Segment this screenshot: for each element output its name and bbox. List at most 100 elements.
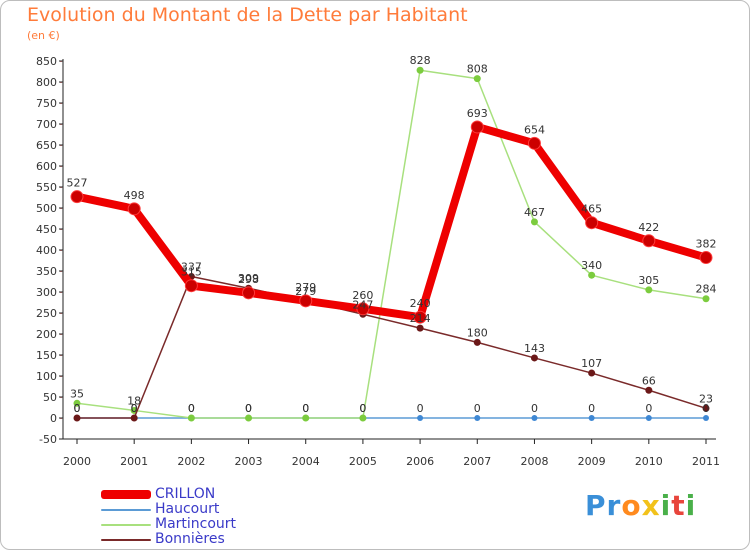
data-label: 284 xyxy=(696,283,717,296)
data-point xyxy=(530,218,538,226)
data-label: 0 xyxy=(131,402,138,415)
y-tick-label: 0 xyxy=(50,412,57,425)
data-label: 465 xyxy=(581,203,602,216)
data-label: 337 xyxy=(181,260,202,273)
legend-label: Martincourt xyxy=(155,516,237,532)
data-label: 467 xyxy=(524,206,545,219)
data-label: 0 xyxy=(245,402,252,415)
legend-swatch xyxy=(101,490,151,499)
data-point xyxy=(702,404,710,412)
data-label: 66 xyxy=(642,374,656,387)
y-tick-label: 250 xyxy=(36,307,57,320)
legend-label: Haucourt xyxy=(155,501,220,517)
y-tick-label: 100 xyxy=(36,370,57,383)
x-tick-label: 2009 xyxy=(578,455,606,468)
y-tick-label: 200 xyxy=(36,328,57,341)
y-tick-label: 300 xyxy=(36,286,57,299)
data-point xyxy=(702,295,710,303)
data-label: 309 xyxy=(238,272,259,285)
x-tick-label: 2005 xyxy=(349,455,377,468)
y-tick-label: 500 xyxy=(36,202,57,215)
data-label: 0 xyxy=(188,402,195,415)
data-point xyxy=(73,414,81,422)
data-point xyxy=(417,415,424,421)
data-point xyxy=(184,279,198,293)
y-tick-label: 800 xyxy=(36,76,57,89)
data-label: 0 xyxy=(474,402,481,415)
data-label: 382 xyxy=(696,238,717,251)
y-tick-label: 850 xyxy=(36,55,57,68)
data-label: 143 xyxy=(524,342,545,355)
data-label: 298 xyxy=(238,273,259,286)
data-label: 0 xyxy=(531,402,538,415)
data-point xyxy=(416,66,424,74)
y-tick-label: 450 xyxy=(36,223,57,236)
data-label: 0 xyxy=(359,402,366,415)
x-tick-label: 2010 xyxy=(635,455,663,468)
data-point xyxy=(585,216,599,230)
x-tick-label: 2004 xyxy=(292,455,320,468)
data-label: 214 xyxy=(410,312,431,325)
x-tick-label: 2002 xyxy=(177,455,205,468)
series-line-martincourt xyxy=(76,69,707,419)
data-label: 0 xyxy=(302,402,309,415)
data-label: 0 xyxy=(359,402,366,415)
data-label: 0 xyxy=(188,402,195,415)
legend-swatch xyxy=(101,523,151,526)
data-label: 0 xyxy=(131,402,138,415)
data-point xyxy=(588,271,596,279)
data-point xyxy=(413,310,427,324)
data-label: 0 xyxy=(703,402,710,415)
data-point xyxy=(416,324,424,332)
data-point xyxy=(127,202,141,216)
data-point xyxy=(473,75,481,83)
series-line-bonnières xyxy=(76,275,707,419)
x-tick-label: 2001 xyxy=(120,455,148,468)
data-label: 247 xyxy=(352,298,373,311)
data-point xyxy=(645,415,652,421)
y-tick-label: 600 xyxy=(36,160,57,173)
proxiti-logo: Proxiti xyxy=(585,489,697,522)
y-tick-label: 650 xyxy=(36,139,57,152)
data-point xyxy=(645,386,653,394)
data-label: 107 xyxy=(581,357,602,370)
data-point xyxy=(70,190,84,204)
y-tick-label: 550 xyxy=(36,181,57,194)
y-tick-label: 700 xyxy=(36,118,57,131)
legend: CRILLON Haucourt Martincourt Bonnières xyxy=(101,487,236,547)
data-point xyxy=(642,234,656,248)
x-tick-label: 2011 xyxy=(692,455,720,468)
data-point xyxy=(474,415,481,421)
data-point xyxy=(73,399,81,407)
data-label: 279 xyxy=(295,285,316,298)
data-point xyxy=(470,120,484,134)
data-label: 340 xyxy=(581,259,602,272)
data-label: 422 xyxy=(638,221,659,234)
data-label: 260 xyxy=(352,289,373,302)
data-label: 828 xyxy=(410,54,431,67)
legend-item-haucourt: Haucourt xyxy=(101,502,236,517)
y-tick-label: 400 xyxy=(36,244,57,257)
data-point xyxy=(299,294,313,308)
data-label: 654 xyxy=(524,123,545,136)
data-label: 527 xyxy=(67,177,88,190)
data-label: 279 xyxy=(295,281,316,294)
data-point xyxy=(130,414,138,422)
data-point xyxy=(699,251,713,265)
data-point xyxy=(588,415,595,421)
data-label: 305 xyxy=(638,274,659,287)
data-point xyxy=(473,338,481,346)
data-point xyxy=(242,286,256,300)
legend-item-martincourt: Martincourt xyxy=(101,517,236,532)
data-label: 240 xyxy=(410,297,431,310)
data-label: 808 xyxy=(467,63,488,76)
data-label: 693 xyxy=(467,107,488,120)
legend-item-crillon: CRILLON xyxy=(101,487,236,502)
data-label: 18 xyxy=(127,394,141,407)
data-label: 315 xyxy=(181,266,202,279)
legend-swatch xyxy=(101,538,151,541)
data-point xyxy=(302,414,310,422)
data-label: 0 xyxy=(588,402,595,415)
series-line-crillon xyxy=(73,122,710,322)
data-label: 0 xyxy=(417,402,424,415)
